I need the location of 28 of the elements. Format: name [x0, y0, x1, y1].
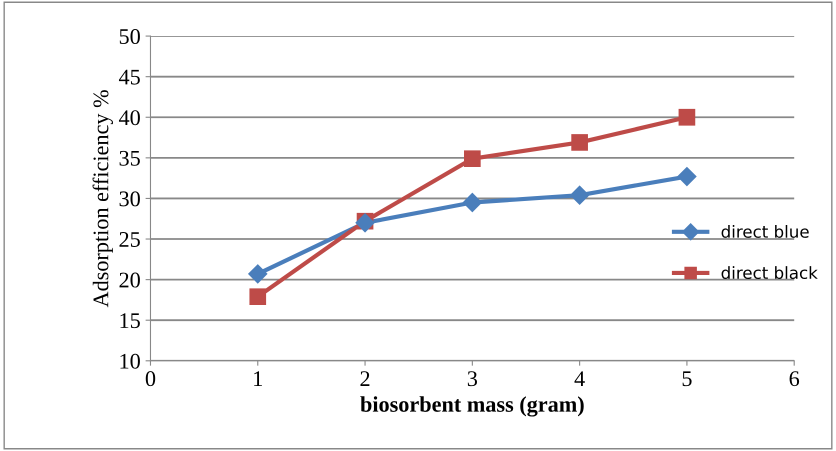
y-tick-label: 10 [120, 354, 140, 369]
y-tick-label: 40 [118, 110, 140, 126]
point [249, 288, 266, 305]
point [571, 134, 588, 151]
point [678, 108, 696, 126]
y-tick-label: 50 [120, 29, 140, 44]
x-tick-label: 0 [146, 371, 156, 386]
y-tick-label: 25 [120, 232, 140, 247]
x-tick-label: 4 [574, 371, 585, 386]
x-axis-title: biosorbent mass (gram) [360, 396, 584, 417]
y-tick-label: 30 [120, 191, 140, 206]
point [462, 192, 482, 212]
point [464, 150, 481, 167]
y-tick-label: 20 [120, 272, 140, 288]
x-tick-label: 5 [682, 371, 692, 386]
point [248, 264, 268, 284]
legend-label: direct black [722, 266, 818, 280]
y-axis-title: Adsorption efficiency % [92, 90, 113, 308]
y-tick-label: 15 [120, 313, 140, 328]
point [677, 166, 696, 186]
y-tick-label: 45 [118, 70, 140, 85]
y-tick-label: 35 [120, 150, 140, 166]
x-tick-label: 1 [254, 371, 262, 386]
point [570, 186, 590, 205]
x-tick-label: 2 [360, 371, 370, 386]
x-tick-label: 3 [468, 371, 478, 386]
x-tick-label: 6 [790, 371, 800, 386]
legend-label: direct blue [722, 225, 809, 238]
